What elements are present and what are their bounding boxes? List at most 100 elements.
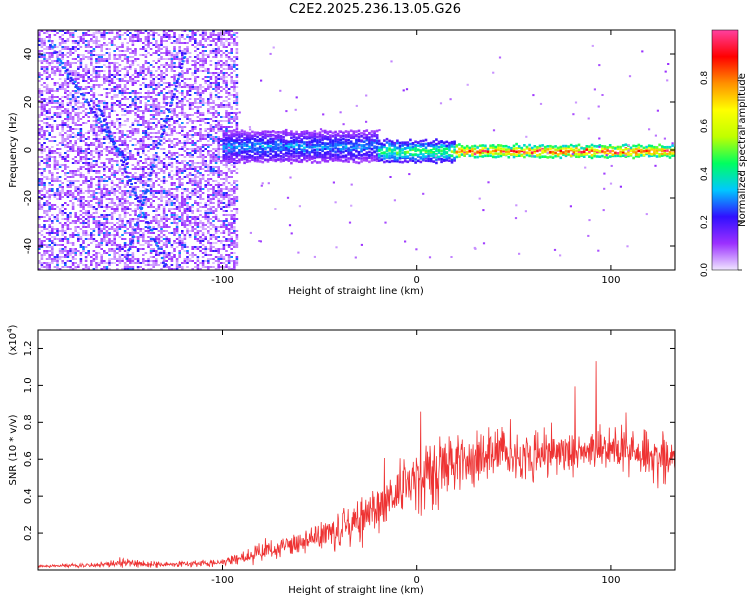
spectrogram-cell bbox=[136, 150, 140, 152]
spectrogram-cell bbox=[51, 220, 54, 222]
spectrogram-cell bbox=[222, 178, 226, 180]
spectrogram-cell bbox=[175, 232, 179, 234]
spectrogram-cell bbox=[126, 180, 129, 182]
spectrogram-cell bbox=[136, 266, 140, 268]
spectrogram-cell bbox=[194, 194, 197, 196]
spectrogram-cell bbox=[92, 80, 96, 82]
spectrogram-cell bbox=[105, 92, 109, 94]
spectrogram-cell bbox=[196, 116, 200, 118]
spectrogram-cell bbox=[131, 178, 135, 180]
spectrogram-cell bbox=[183, 126, 187, 128]
spectrogram-cell bbox=[90, 46, 93, 48]
spectrogram-cell bbox=[40, 120, 44, 122]
spectrogram-cell bbox=[173, 50, 176, 52]
spectrogram-cell bbox=[204, 130, 207, 132]
spectrogram-cell bbox=[69, 248, 72, 250]
spectrogram-cell bbox=[131, 98, 135, 100]
spectrogram-cell bbox=[152, 114, 155, 116]
spectrogram-cell bbox=[160, 268, 163, 270]
spectrogram-cell bbox=[92, 92, 96, 94]
spectrogram-cell bbox=[82, 68, 85, 70]
spectrogram-cell bbox=[66, 138, 70, 140]
spectrogram-cell bbox=[152, 108, 155, 110]
spectrogram-cell bbox=[144, 172, 148, 174]
spectrogram-cell bbox=[165, 34, 168, 36]
spectrogram-cell bbox=[121, 92, 124, 94]
spectrogram-cell bbox=[207, 188, 210, 190]
spectrogram-cell bbox=[139, 244, 142, 246]
spectrogram-cell bbox=[165, 64, 168, 66]
spectrogram-cell bbox=[79, 38, 83, 40]
spectrogram-cell bbox=[110, 212, 114, 214]
spectrogram-cell bbox=[58, 132, 62, 134]
spectrogram-cell bbox=[173, 108, 176, 110]
spectrogram-cell bbox=[149, 190, 153, 192]
spectrogram-cell bbox=[165, 108, 168, 110]
spectrogram-cell bbox=[100, 114, 103, 116]
spectrogram-cell bbox=[40, 110, 44, 112]
spectrogram-cell bbox=[225, 186, 228, 188]
spectrogram-cell bbox=[40, 108, 44, 110]
spectrogram-cell bbox=[61, 158, 64, 160]
spectrogram-cell bbox=[90, 130, 93, 132]
spectrogram-cell bbox=[95, 148, 98, 150]
spectrogram-cell bbox=[45, 36, 49, 38]
spectrogram-cell bbox=[84, 74, 88, 76]
spectrogram-cell bbox=[103, 164, 106, 166]
spectrogram-cell bbox=[233, 228, 236, 230]
spectrogram-cell bbox=[207, 150, 210, 152]
spectrogram-cell bbox=[196, 54, 200, 56]
spectrogram-cell bbox=[56, 128, 59, 130]
spectrogram-cell bbox=[90, 236, 93, 238]
spectrogram-cell bbox=[152, 260, 155, 262]
spectrogram-cell bbox=[113, 62, 116, 64]
spectrogram-cell bbox=[95, 240, 98, 242]
spectrogram-cell bbox=[108, 238, 111, 240]
spectrogram-cell bbox=[123, 194, 127, 196]
spectrogram-cell bbox=[110, 202, 114, 204]
spectrogram-cell bbox=[48, 52, 51, 54]
spectrogram-cell bbox=[53, 74, 57, 76]
spectrogram-cell bbox=[225, 130, 228, 132]
spectrogram-cell bbox=[225, 68, 228, 70]
spectrogram-cell bbox=[105, 188, 109, 190]
spectrogram-cell bbox=[71, 94, 75, 96]
spectrogram-cell bbox=[165, 122, 168, 124]
spectrogram-cell bbox=[191, 72, 194, 74]
spectrogram-cell bbox=[188, 210, 192, 212]
spectrogram-cell bbox=[147, 70, 150, 72]
spectrogram-cell bbox=[144, 260, 148, 262]
spectrogram-cell bbox=[230, 170, 233, 172]
spectrogram-cell bbox=[79, 214, 83, 216]
spectrogram-cell bbox=[162, 126, 166, 128]
spectrogram-cell bbox=[144, 84, 148, 86]
spectrogram-cell bbox=[61, 128, 64, 130]
spectrogram-cell bbox=[56, 230, 59, 232]
spectrogram-cell bbox=[149, 186, 153, 188]
spectrogram-cell bbox=[160, 170, 163, 172]
spectrogram-cell bbox=[233, 208, 236, 210]
spectrogram-cell bbox=[58, 38, 62, 40]
spectrogram-cell bbox=[162, 212, 166, 214]
spectrogram-cell bbox=[51, 128, 54, 130]
spectrogram-cell bbox=[155, 50, 158, 52]
spectrogram-cell bbox=[222, 230, 226, 232]
spectrogram-cell bbox=[66, 116, 70, 118]
spectrogram-cell bbox=[79, 74, 83, 76]
spectrogram-cell bbox=[178, 64, 181, 66]
spectrogram-cell bbox=[220, 30, 223, 32]
spectrogram-cell bbox=[108, 52, 111, 54]
spectrogram-cell bbox=[199, 112, 202, 114]
spectrogram-cell bbox=[178, 50, 181, 52]
spectrogram-cell bbox=[196, 68, 200, 70]
spectrogram-cell bbox=[155, 104, 158, 106]
spectrogram-cell bbox=[87, 216, 90, 218]
spectrogram-cell bbox=[48, 100, 51, 102]
spectrogram-cell bbox=[201, 264, 205, 266]
spectrogram-cell bbox=[199, 184, 202, 186]
spectrogram-cell bbox=[217, 146, 220, 148]
spectrogram-cell bbox=[162, 252, 166, 254]
spectrogram-cell bbox=[139, 230, 142, 232]
spectrogram-cell bbox=[222, 258, 226, 260]
spectrogram-cell bbox=[79, 174, 83, 176]
